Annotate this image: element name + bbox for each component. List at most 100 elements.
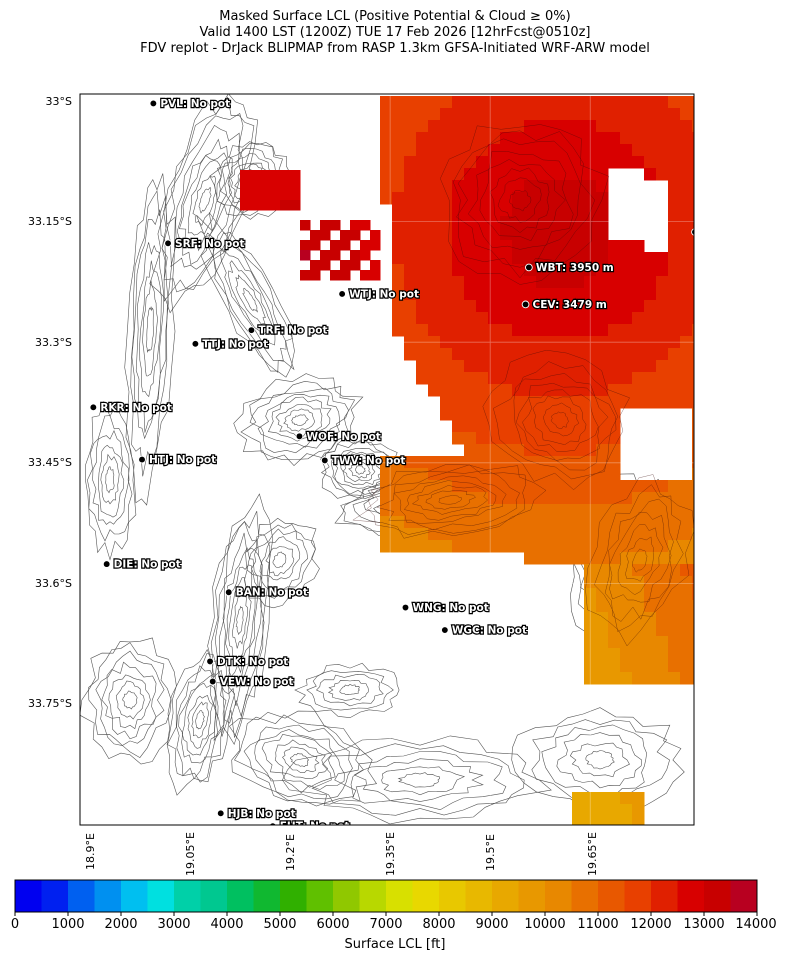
lcl-cell bbox=[536, 312, 549, 325]
lcl-cell bbox=[488, 444, 501, 457]
terrain-contour bbox=[220, 248, 276, 346]
lcl-cell bbox=[500, 360, 513, 373]
lcl-cell bbox=[608, 480, 621, 493]
terrain-contour bbox=[124, 173, 176, 506]
lcl-cell bbox=[680, 624, 693, 637]
lcl-cell bbox=[280, 180, 291, 191]
lcl-cell bbox=[500, 288, 513, 301]
terrain-contour bbox=[282, 746, 320, 774]
lcl-cell bbox=[560, 204, 573, 217]
colorbar-swatch bbox=[253, 880, 281, 912]
lcl-cell bbox=[488, 300, 501, 313]
lcl-cell bbox=[668, 372, 681, 385]
lcl-cell bbox=[584, 96, 597, 109]
lcl-cell bbox=[620, 96, 633, 109]
lcl-cell bbox=[548, 276, 561, 289]
lcl-cell bbox=[464, 204, 477, 217]
lcl-cell bbox=[416, 108, 429, 121]
lcl-cell bbox=[644, 312, 657, 325]
lcl-cell bbox=[632, 252, 645, 265]
lcl-cell bbox=[476, 276, 489, 289]
lcl-cell bbox=[428, 348, 441, 361]
lcl-cell bbox=[452, 240, 465, 253]
lcl-cell bbox=[488, 348, 501, 361]
lcl-cell bbox=[692, 576, 694, 589]
lcl-cell bbox=[692, 660, 694, 673]
station-trf: TRF: No pot bbox=[247, 323, 329, 338]
lcl-cell bbox=[500, 480, 513, 493]
lcl-cell bbox=[524, 444, 537, 457]
terrain-contour bbox=[438, 494, 462, 505]
terrain-contour bbox=[352, 464, 547, 539]
lcl-cell bbox=[404, 456, 417, 469]
terrain-contour bbox=[330, 447, 391, 495]
lcl-cell bbox=[488, 192, 501, 205]
lcl-cell bbox=[512, 240, 525, 253]
lcl-cell bbox=[668, 252, 681, 265]
lcl-cell bbox=[632, 288, 645, 301]
terrain-contour bbox=[355, 465, 366, 475]
lcl-cell bbox=[392, 480, 405, 493]
cb-tick-4000: 4000 bbox=[210, 917, 244, 932]
lcl-cell bbox=[440, 132, 453, 145]
lcl-cell bbox=[404, 252, 417, 265]
lcl-cell bbox=[464, 276, 477, 289]
lcl-cell bbox=[476, 312, 489, 325]
lcl-cell bbox=[524, 216, 537, 229]
lon-label-19-05: 19.05°E bbox=[184, 832, 197, 876]
lcl-cell bbox=[392, 312, 405, 325]
lcl-cell bbox=[632, 156, 645, 169]
lcl-cell bbox=[584, 528, 597, 541]
lcl-cell bbox=[404, 96, 417, 109]
lcl-cell bbox=[270, 170, 281, 181]
lcl-cell bbox=[350, 260, 361, 271]
lcl-cell bbox=[524, 276, 537, 289]
terrain-contour bbox=[513, 373, 617, 471]
lcl-cell bbox=[548, 132, 561, 145]
terrain-contour bbox=[243, 724, 353, 800]
lcl-cell bbox=[620, 360, 633, 373]
lcl-cell bbox=[428, 288, 441, 301]
lcl-cell bbox=[656, 288, 669, 301]
terrain-contour bbox=[342, 459, 376, 482]
lcl-cell bbox=[632, 360, 645, 373]
lcl-cell bbox=[584, 300, 597, 313]
lcl-cell bbox=[488, 480, 501, 493]
lcl-cell bbox=[584, 804, 597, 817]
lcl-cell bbox=[416, 264, 429, 277]
lcl-cell bbox=[620, 804, 633, 817]
lcl-cell bbox=[488, 144, 501, 157]
lcl-cell bbox=[596, 660, 609, 673]
lcl-cell bbox=[464, 132, 477, 145]
lcl-cell bbox=[416, 240, 429, 253]
colorbar-swatch bbox=[333, 880, 360, 912]
lcl-cell bbox=[464, 396, 477, 409]
lcl-cell bbox=[668, 612, 681, 625]
lcl-cell bbox=[380, 132, 393, 145]
lcl-cell bbox=[680, 204, 693, 217]
lcl-cell bbox=[536, 432, 549, 445]
lcl-cell bbox=[392, 228, 405, 241]
lcl-cell bbox=[548, 120, 561, 133]
lcl-cell bbox=[596, 216, 609, 229]
lcl-cell bbox=[680, 600, 693, 613]
lcl-cell bbox=[270, 200, 281, 211]
lcl-cell bbox=[680, 132, 693, 145]
lcl-cell bbox=[596, 576, 609, 589]
lcl-cell bbox=[452, 132, 465, 145]
lcl-cell bbox=[548, 468, 561, 481]
lcl-cell bbox=[524, 372, 537, 385]
terrain-contour bbox=[425, 490, 476, 510]
terrain-contour bbox=[327, 679, 369, 701]
lcl-cell bbox=[644, 576, 657, 589]
lcl-cell bbox=[536, 444, 549, 457]
lcl-cell bbox=[632, 372, 645, 385]
lcl-cell bbox=[572, 180, 585, 193]
lcl-cell bbox=[632, 144, 645, 157]
colorbar-swatch bbox=[518, 880, 546, 912]
lcl-cell bbox=[608, 540, 621, 553]
cb-tick-0: 0 bbox=[10, 917, 20, 932]
lcl-cell bbox=[548, 516, 561, 529]
lcl-cell bbox=[452, 528, 465, 541]
terrain-contour bbox=[282, 735, 552, 825]
